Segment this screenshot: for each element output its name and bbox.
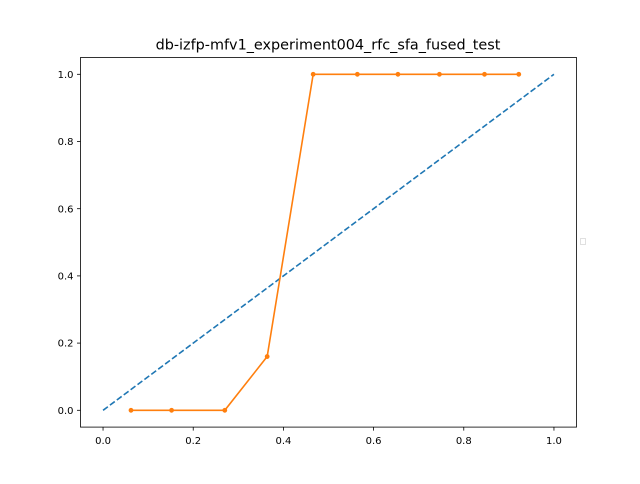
y-tick-label: 0.0 xyxy=(58,406,74,417)
axis-layer: 0.0 0.2 0.4 0.6 0.8 1.0 0.0 0.2 0.4 0.6 0.8 1.0 xyxy=(58,70,562,447)
axes-frame xyxy=(80,57,577,428)
x-tick-label: 0.8 xyxy=(456,436,472,447)
series-line-calibration xyxy=(131,73,519,412)
data-point-calibration xyxy=(482,71,487,77)
legend-box xyxy=(580,238,586,245)
x-tick-label: 0.0 xyxy=(95,436,111,447)
data-point-calibration xyxy=(264,354,270,359)
series-line-reference xyxy=(102,73,555,411)
data-point-calibration xyxy=(354,71,360,77)
x-tick-label: 0.2 xyxy=(185,436,201,447)
data-point-calibration xyxy=(128,407,134,413)
data-point-calibration xyxy=(437,71,442,77)
x-tick-label: 1.0 xyxy=(546,436,562,447)
data-point-calibration xyxy=(222,407,228,413)
chart-title: db-izfp-mfv1_experiment004_rfc_sfa_fused… xyxy=(156,38,501,54)
y-tick-label: 1.0 xyxy=(58,70,74,81)
data-point-calibration xyxy=(310,71,316,77)
x-tick-label: 0.4 xyxy=(275,436,291,447)
data-point-calibration xyxy=(169,407,174,413)
y-tick-label: 0.2 xyxy=(58,339,74,350)
y-tick-label: 0.4 xyxy=(58,272,74,283)
y-tick-label: 0.6 xyxy=(58,204,74,215)
data-point-calibration xyxy=(395,71,401,77)
plot-layer xyxy=(102,71,555,413)
x-tick-label: 0.6 xyxy=(366,436,382,447)
y-tick-label: 0.8 xyxy=(58,137,74,148)
data-point-calibration xyxy=(516,71,522,77)
